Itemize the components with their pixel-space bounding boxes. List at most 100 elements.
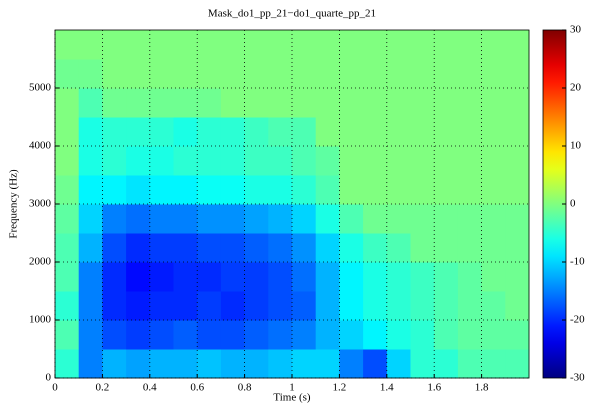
heatmap-cell [410, 117, 435, 147]
heatmap-cell [292, 204, 317, 234]
heatmap-cell [339, 88, 364, 118]
heatmap-cell [434, 233, 459, 263]
heatmap-cell [197, 204, 222, 234]
heatmap-cell [315, 146, 340, 176]
heatmap-cell [126, 88, 151, 118]
heatmap-cell [78, 59, 103, 89]
heatmap-cell [78, 175, 103, 205]
heatmap-cell [410, 204, 435, 234]
heatmap-cell [78, 262, 103, 292]
heatmap-cell [244, 30, 269, 60]
heatmap-cell [386, 117, 411, 147]
heatmap-cell [457, 117, 483, 147]
heatmap-cell [173, 262, 198, 292]
heatmap-cell [481, 30, 506, 60]
heatmap-cell [434, 320, 459, 350]
heatmap-cell [268, 175, 293, 205]
heatmap-cell [315, 117, 340, 147]
heatmap-cell [481, 233, 506, 263]
heatmap-cell [220, 349, 246, 379]
heatmap-cell [149, 117, 174, 147]
heatmap-cell [434, 349, 459, 379]
x-tick-label: 1.6 [427, 382, 441, 394]
heatmap-cell [102, 175, 127, 205]
heatmap-cell [78, 291, 103, 321]
heatmap-cell [363, 262, 388, 292]
heatmap-cell [268, 88, 293, 118]
heatmap-cell [434, 146, 459, 176]
heatmap-cell [386, 146, 411, 176]
heatmap-cell [386, 291, 411, 321]
heatmap-cell [197, 30, 222, 60]
heatmap-cell [339, 59, 364, 89]
heatmap-cell [386, 204, 411, 234]
heatmap-cell [149, 262, 174, 292]
heatmap-cell [292, 233, 317, 263]
heatmap-cell [55, 320, 80, 350]
heatmap-cell [149, 30, 174, 60]
heatmap-cell [55, 262, 80, 292]
heatmap-cell [244, 262, 269, 292]
heatmap-cell [363, 175, 388, 205]
heatmap-cell [505, 30, 530, 60]
heatmap-cell [55, 117, 80, 147]
heatmap-cell [78, 146, 103, 176]
heatmap-cell [386, 175, 411, 205]
heatmap-cell [78, 233, 103, 263]
heatmap-cell [244, 59, 269, 89]
heatmap-cell [315, 291, 340, 321]
heatmap-cell [126, 262, 151, 292]
heatmap-cell [363, 349, 388, 379]
heatmap-cell [315, 233, 340, 263]
heatmap-cell [55, 59, 80, 89]
heatmap-cell [410, 146, 435, 176]
heatmap-cell [126, 146, 151, 176]
heatmap-cell [315, 30, 340, 60]
heatmap-cell [457, 146, 483, 176]
heatmap-cell [102, 233, 127, 263]
heatmap-cell [386, 59, 411, 89]
heatmap-cell [386, 88, 411, 118]
heatmap-cell [386, 30, 411, 60]
heatmap-cell [339, 291, 364, 321]
colorbar-tick-label: -10 [570, 256, 585, 268]
heatmap-cell [292, 320, 317, 350]
heatmap-cell [481, 262, 506, 292]
y-tick-label: 3000 [29, 198, 52, 210]
heatmap-cell [197, 349, 222, 379]
heatmap-cell [220, 59, 246, 89]
heatmap-cell [292, 175, 317, 205]
heatmap-cell [505, 291, 530, 321]
heatmap-cell [220, 320, 246, 350]
heatmap-cell [505, 175, 530, 205]
heatmap-cell [363, 117, 388, 147]
heatmap-cell [173, 88, 198, 118]
heatmap-cell [55, 30, 80, 60]
heatmap-cell [149, 88, 174, 118]
heatmap-cell [410, 30, 435, 60]
heatmap-cell [149, 349, 174, 379]
heatmap-cell [386, 233, 411, 263]
heatmap-cell [244, 146, 269, 176]
heatmap-cell [505, 59, 530, 89]
heatmap-cell [197, 59, 222, 89]
heatmap-cell [220, 233, 246, 263]
heatmap-cell [102, 88, 127, 118]
heatmap-cell [220, 262, 246, 292]
heatmap-cell [220, 175, 246, 205]
heatmap-cell [173, 204, 198, 234]
heatmap-cell [434, 262, 459, 292]
heatmap-cell [268, 146, 293, 176]
heatmap-cell [268, 233, 293, 263]
heatmap-cell [244, 204, 269, 234]
heatmap-cell [315, 320, 340, 350]
heatmap-cell [55, 146, 80, 176]
heatmap-cell [315, 175, 340, 205]
heatmap-cell [386, 320, 411, 350]
colorbar-tick-label: 0 [570, 198, 576, 210]
heatmap-cell [173, 117, 198, 147]
heatmap-cell [457, 291, 483, 321]
heatmap-cell [268, 204, 293, 234]
